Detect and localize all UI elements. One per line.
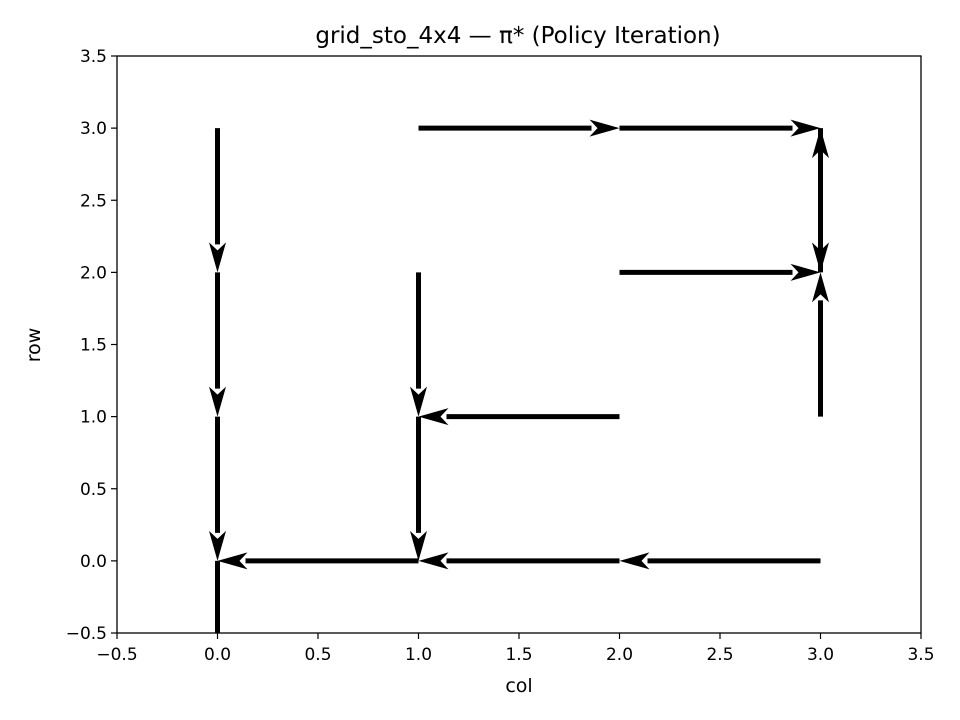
policy-arrow xyxy=(209,272,226,417)
y-tick-label: −0.5 xyxy=(66,624,107,644)
y-tick-label: 1.0 xyxy=(80,408,107,428)
policy-arrow xyxy=(418,119,620,137)
policy-arrow xyxy=(209,128,226,273)
arrow-head xyxy=(812,128,829,159)
y-axis-label: row xyxy=(23,328,45,363)
y-tick-label: 0.0 xyxy=(80,552,107,572)
y-axis-ticks: −0.5 0.0 0.5 1.0 1.5 2.0 2.5 3.0 3.5 xyxy=(66,47,117,644)
x-tick-label: −0.5 xyxy=(96,645,137,665)
arrow-head xyxy=(209,386,226,417)
y-tick-label: 2.5 xyxy=(80,191,107,211)
x-tick-label: 0.0 xyxy=(204,645,231,665)
policy-arrow xyxy=(418,408,620,426)
policy-arrow xyxy=(217,552,419,570)
x-tick-label: 0.5 xyxy=(304,645,331,665)
arrow-head xyxy=(217,552,248,570)
policy-arrow xyxy=(410,416,427,561)
policy-arrow xyxy=(209,416,226,561)
policy-arrow xyxy=(619,552,821,570)
arrow-head xyxy=(790,263,821,281)
arrow-head xyxy=(790,119,821,137)
x-tick-label: 2.0 xyxy=(606,645,633,665)
arrow-head xyxy=(410,386,427,417)
policy-arrow xyxy=(812,272,829,417)
arrow-head xyxy=(619,552,650,570)
policy-arrow xyxy=(812,128,829,273)
x-tick-label: 2.5 xyxy=(706,645,733,665)
x-tick-label: 1.0 xyxy=(405,645,432,665)
x-tick-label: 3.0 xyxy=(807,645,834,665)
chart-title: grid_sto_4x4 — π* (Policy Iteration) xyxy=(315,23,720,49)
x-axis-ticks: −0.5 0.0 0.5 1.0 1.5 2.0 2.5 3.0 3.5 xyxy=(96,633,935,665)
x-tick-label: 1.5 xyxy=(505,645,532,665)
arrow-head xyxy=(812,272,829,303)
y-tick-label: 1.5 xyxy=(80,336,107,356)
y-tick-label: 0.5 xyxy=(80,480,107,500)
policy-arrow xyxy=(619,263,821,281)
y-tick-label: 3.5 xyxy=(80,47,107,67)
policy-arrow xyxy=(619,119,821,137)
arrow-head xyxy=(418,552,449,570)
policy-arrow xyxy=(410,272,427,417)
x-tick-label: 3.5 xyxy=(907,645,934,665)
arrow-head xyxy=(410,530,427,561)
y-tick-label: 2.0 xyxy=(80,263,107,283)
arrows-layer xyxy=(209,119,829,633)
x-axis-label: col xyxy=(505,675,532,697)
arrow-head xyxy=(209,530,226,561)
arrow-head xyxy=(418,408,449,426)
policy-arrow xyxy=(418,552,620,570)
arrow-head xyxy=(209,242,226,273)
policy-arrow xyxy=(215,560,220,633)
y-tick-label: 3.0 xyxy=(80,119,107,139)
arrow-head xyxy=(589,119,620,137)
